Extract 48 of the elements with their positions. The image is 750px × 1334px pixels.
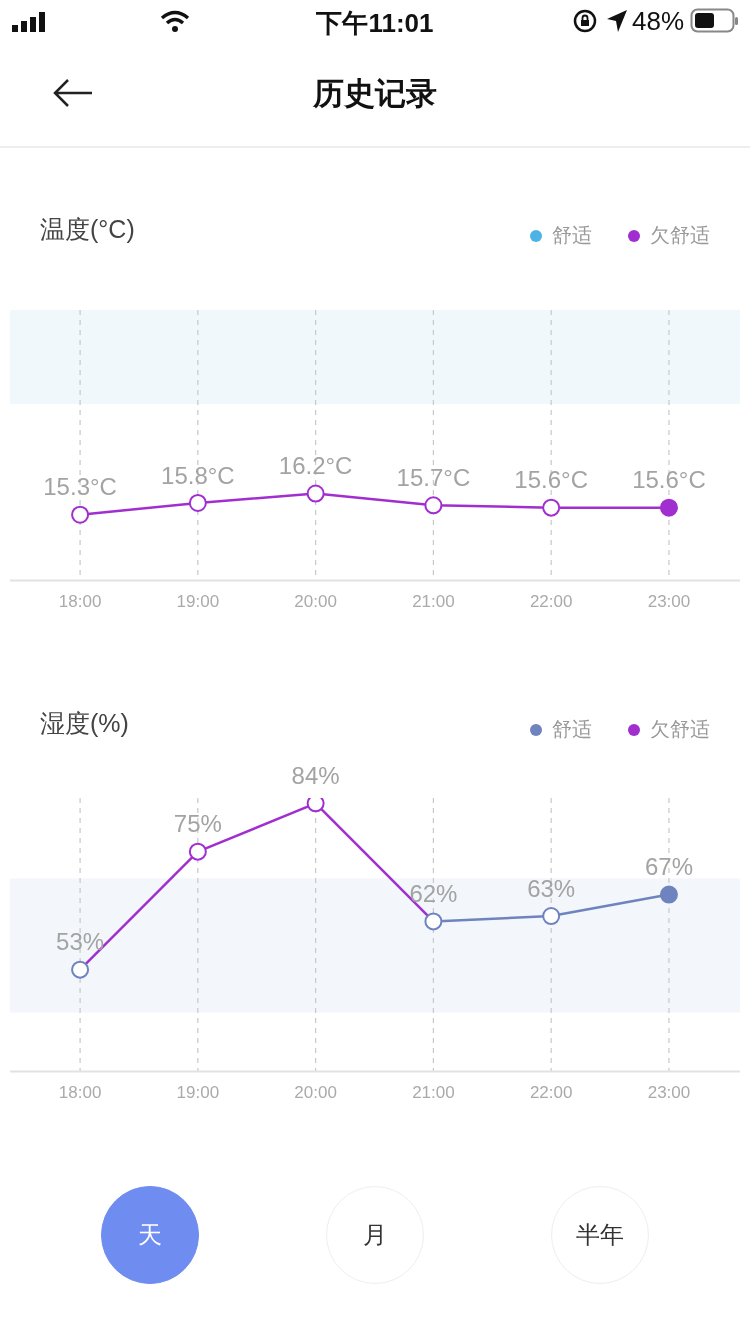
x-tick-label: 19:00 [176,1083,220,1103]
point [71,505,90,524]
x-tick-label: 21:00 [412,1083,455,1103]
point [542,907,561,926]
point [71,960,90,979]
legend-label: 舒适 [552,223,592,248]
point [542,498,561,517]
x-tick-label: 18:00 [58,1083,102,1103]
text: 半年 [551,1186,649,1284]
data-label: 63% [527,874,576,902]
data-label: 84% [291,761,340,789]
x-tick-label: 23:00 [647,592,691,612]
point [424,912,443,931]
legend-label: 欠舒适 [650,717,710,742]
data-label: 15.7°C [396,463,471,491]
point [659,885,678,904]
text: 48% [632,6,685,37]
data-label: 62% [409,880,458,908]
data-label: 15.6°C [632,466,706,494]
x-tick-label: 20:00 [294,592,337,612]
data-label: 15.3°C [43,473,117,501]
point [188,842,207,861]
x-tick-label: 22:00 [529,592,573,612]
text: 历史记录 [312,75,438,113]
point [306,484,325,503]
text: 天 [101,1186,199,1284]
x-tick-label: 19:00 [176,592,220,612]
data-label: 53% [56,928,105,956]
text: 下午11:01 [316,8,434,38]
data-label: 67% [644,853,693,881]
x-tick-label: 20:00 [294,1083,337,1103]
text: 月 [326,1186,424,1284]
legend-label: 欠舒适 [650,223,710,248]
data-label: 15.6°C [514,466,588,494]
point [188,493,207,512]
point [424,496,443,515]
x-tick-label: 22:00 [529,1083,573,1103]
point [306,798,325,813]
chart-title: 湿度(%) [40,708,129,739]
data-label: 15.8°C [161,461,235,489]
x-tick-label: 21:00 [412,592,455,612]
x-tick-label: 23:00 [647,1083,691,1103]
point [659,498,678,517]
legend-label: 舒适 [552,717,592,742]
data-label: 16.2°C [278,452,353,480]
data-label: 75% [173,810,222,838]
x-tick-label: 18:00 [58,592,102,612]
chart-title: 温度(°C) [40,214,135,245]
